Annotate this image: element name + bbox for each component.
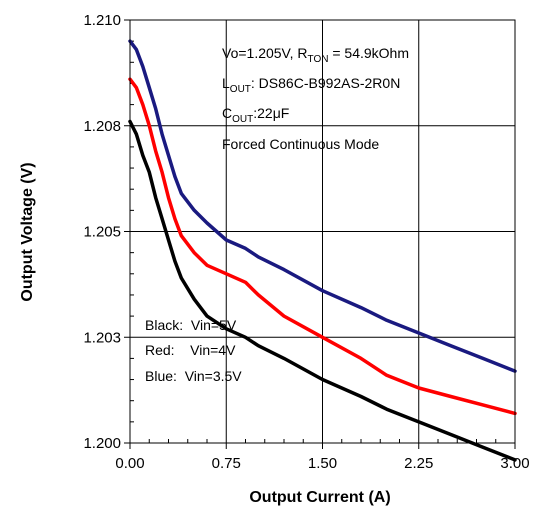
minor-ticks: [124, 19, 516, 449]
legend-entry: Red: Vin=4V: [145, 342, 236, 358]
y-tick-label: 1.205: [83, 224, 121, 241]
y-tick-label: 1.208: [83, 118, 121, 135]
x-tick-label: 1.50: [308, 455, 337, 472]
annotation-lout: LOUT: DS86C-B992AS-2R0N: [222, 75, 400, 95]
series-line-0: [128, 39, 517, 373]
y-tick-label: 1.210: [83, 12, 121, 29]
legend: Black: Vin=5V Red: Vin=4V Blue: Vin=3.5V: [145, 317, 242, 384]
y-axis-title: Output Voltage (V): [19, 162, 36, 301]
x-axis-title: Output Current (A): [249, 489, 390, 506]
y-tick-label: 1.203: [83, 329, 121, 346]
annotation-vout: Vo=1.205V, RTON = 54.9kOhm: [222, 45, 409, 65]
y-tick-labels: 1.200 1.203 1.205 1.208 1.210: [83, 12, 121, 452]
y-tick-label: 1.200: [83, 435, 121, 452]
annotation-block: Vo=1.205V, RTON = 54.9kOhm LOUT: DS86C-B…: [222, 45, 409, 152]
grid-lines: [130, 20, 515, 443]
annotation-cout: COUT:22μF: [222, 105, 289, 125]
x-tick-label: 0.75: [212, 455, 241, 472]
x-tick-labels: 0.00 0.75 1.50 2.25 3.00: [115, 455, 529, 472]
x-tick-label: 0.00: [115, 455, 144, 472]
legend-entry: Black: Vin=5V: [145, 317, 237, 333]
plot-frame: [129, 19, 516, 444]
series-layer: [128, 39, 517, 462]
series-line-2: [128, 119, 517, 462]
series-line-1: [128, 77, 517, 416]
x-tick-label: 3.00: [500, 455, 529, 472]
annotation-mode: Forced Continuous Mode: [222, 136, 379, 152]
legend-entry: Blue: Vin=3.5V: [145, 368, 242, 384]
x-tick-label: 2.25: [404, 455, 433, 472]
